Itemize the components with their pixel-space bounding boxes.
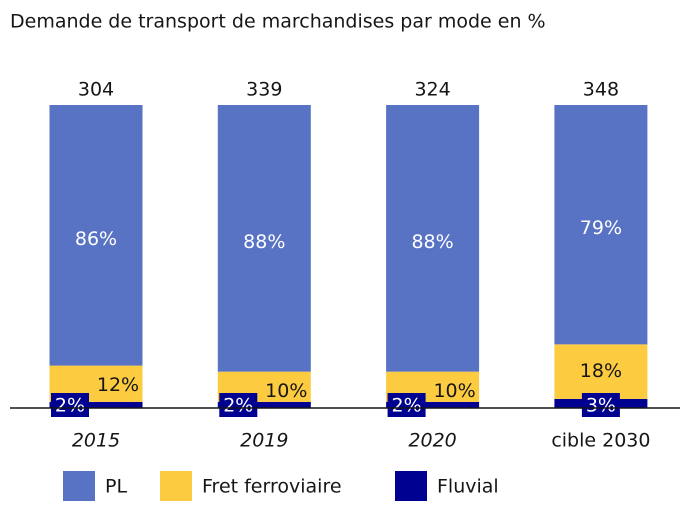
data-label: 10% (433, 380, 475, 402)
legend-swatch (63, 471, 95, 501)
data-label: 10% (265, 380, 307, 402)
data-label: 2% (392, 395, 422, 417)
data-label: 88% (411, 231, 453, 253)
bar-segment (49, 401, 143, 408)
total-label: 348 (583, 79, 619, 101)
bar-segment (554, 344, 648, 399)
chart-title: Demande de transport de marchandises par… (10, 11, 546, 33)
data-label: 2% (55, 395, 85, 417)
total-label: 339 (246, 79, 282, 101)
legend-label: PL (105, 476, 127, 498)
x-tick-label: 2015 (72, 430, 120, 452)
legend-swatch (160, 471, 192, 501)
legend-swatch (395, 471, 427, 501)
data-label-box (51, 393, 89, 417)
data-label: 12% (97, 374, 139, 396)
total-label: 304 (78, 79, 114, 101)
data-label: 86% (75, 228, 117, 250)
bar-segment (386, 401, 480, 408)
data-label-box (387, 393, 426, 417)
data-label-box (219, 393, 258, 417)
x-tick-label: 2020 (408, 430, 456, 452)
legend-label: Fluvial (437, 476, 499, 498)
data-label: 88% (243, 231, 285, 253)
bar-segment (49, 105, 143, 366)
bar-segment (217, 401, 311, 408)
bar-segment (386, 105, 480, 372)
data-label: 3% (586, 395, 616, 417)
data-label-box (581, 393, 620, 417)
data-label: 79% (580, 217, 622, 239)
bar-segment (217, 105, 311, 372)
x-tick-label: cible 2030 (551, 430, 650, 452)
x-tick-label: 2019 (240, 430, 288, 452)
bar-segment (554, 105, 648, 345)
legend-label: Fret ferroviaire (202, 476, 342, 498)
data-label: 2% (223, 395, 253, 417)
total-label: 324 (414, 79, 450, 101)
data-label: 18% (580, 360, 622, 382)
